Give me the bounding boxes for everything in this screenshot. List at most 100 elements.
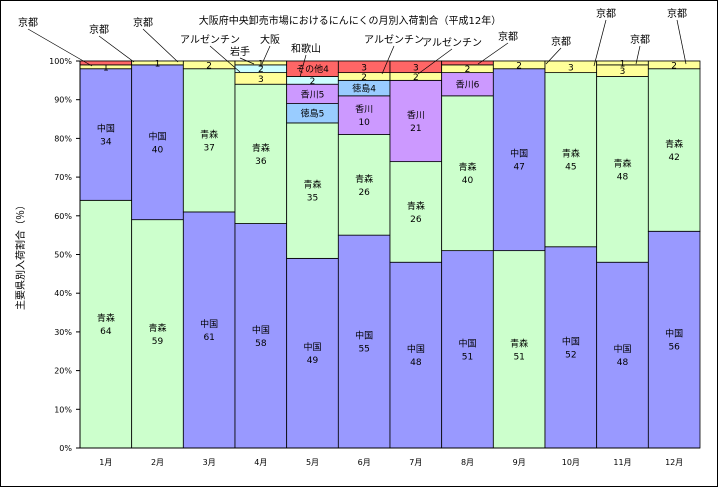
annotation-label: アルゼンチン	[422, 37, 482, 49]
bar-segment	[337, 95, 391, 135]
segment-label: 香川	[407, 110, 425, 121]
segment-value: 64	[100, 327, 112, 337]
annotation-label: アルゼンチン	[180, 34, 240, 46]
annotation-label: アルゼンチン	[364, 34, 424, 46]
segment-label: 青森	[407, 200, 425, 212]
bar-segment	[596, 76, 649, 263]
y-tick-label: 10%	[54, 405, 72, 414]
segment-value: 2	[516, 61, 522, 71]
segment-value: 40	[152, 145, 164, 155]
segment-label: 中国	[252, 324, 270, 336]
segment-value: 1	[103, 63, 109, 73]
bar-segment	[182, 68, 236, 213]
bar-segment	[647, 230, 701, 449]
x-tick-label: 9月	[513, 458, 526, 467]
bar-segment	[441, 250, 494, 449]
segment-value: 2	[413, 73, 419, 83]
annotation-label: 京都	[596, 7, 616, 20]
annotation-leader-line	[417, 48, 453, 75]
segment-label: 青森	[200, 128, 218, 140]
segment-label: 青森	[97, 312, 115, 324]
segment-label: 徳島4	[352, 83, 376, 95]
segment-value: 47	[513, 163, 524, 173]
bar-segment	[79, 60, 133, 66]
segment-value: 40	[462, 176, 474, 186]
annotation-leader-line	[545, 47, 562, 65]
segment-label: 香川6	[456, 80, 480, 91]
annotation-leader-line	[98, 35, 135, 63]
y-tick-label: 90%	[54, 96, 72, 105]
bar-segment	[286, 257, 339, 449]
x-tick-label: 3月	[203, 458, 216, 467]
x-tick-label: 1月	[99, 458, 112, 467]
segment-label: 中国	[303, 341, 321, 353]
x-tick-label: 2月	[151, 458, 164, 467]
segment-value: 48	[617, 358, 629, 368]
segment-value: 51	[462, 352, 473, 362]
bar-segment	[389, 261, 443, 449]
segment-value: 2	[310, 77, 316, 87]
annotation-label: 和歌山	[291, 42, 321, 55]
segment-label: 中国	[562, 335, 580, 347]
bar-segment	[337, 134, 391, 236]
bar-segment	[441, 60, 494, 66]
segment-label: 中国	[97, 123, 115, 135]
annotation-label: 京都	[630, 33, 650, 46]
bar-segment	[389, 161, 443, 263]
bar-segment	[182, 211, 236, 449]
segment-label: 青森	[562, 148, 580, 160]
x-tick-label: 10月	[562, 458, 580, 467]
x-tick-label: 11月	[613, 458, 631, 467]
bar-segment	[441, 95, 494, 252]
annotation-leader-line	[593, 19, 607, 67]
annotation-leader-line	[239, 57, 255, 65]
segment-value: 21	[410, 124, 421, 134]
segment-value: 37	[203, 143, 214, 153]
segment-value: 26	[358, 188, 370, 198]
annotation-label: 京都	[89, 23, 109, 36]
segment-label: 香川5	[301, 89, 325, 100]
segment-value: 1	[258, 59, 264, 69]
segment-label: 青森	[303, 179, 321, 191]
x-tick-label: 12月	[665, 458, 683, 467]
bars: 青森64中国341青森59中国401中国61青森372中国58青森36321中国…	[79, 59, 701, 449]
segment-label: 中国	[200, 318, 218, 330]
segment-value: 3	[361, 63, 367, 73]
y-tick-label: 50%	[54, 251, 72, 260]
annotation-label: 岩手	[230, 45, 250, 58]
bar-segment	[596, 261, 649, 449]
segment-label: 青森	[458, 161, 476, 173]
annotation-leader-line	[27, 28, 93, 67]
bar-segment	[286, 122, 339, 259]
x-tick-label: 7月	[409, 458, 422, 467]
segment-label: 中国	[458, 337, 476, 349]
segment-label: その他4	[296, 63, 329, 75]
bar-segment	[544, 72, 598, 248]
y-tick-label: 80%	[54, 134, 72, 143]
segment-value: 34	[100, 138, 112, 148]
annotation-leader-line	[381, 45, 395, 75]
segment-value: 3	[258, 75, 264, 85]
segment-value: 10	[358, 118, 370, 128]
segment-value: 35	[307, 194, 318, 204]
segment-label: 青森	[355, 173, 373, 185]
y-tick-label: 30%	[54, 328, 72, 337]
annotation-leader-line	[261, 45, 271, 65]
annotation-label: 大阪	[260, 33, 280, 46]
segment-label: 中国	[665, 328, 683, 340]
y-tick-label: 70%	[54, 173, 72, 182]
segment-value: 1	[155, 59, 161, 69]
bar-segment	[647, 68, 701, 232]
y-tick-label: 0%	[59, 444, 72, 453]
bar-segment	[337, 234, 391, 449]
segment-label: 青森	[613, 157, 631, 169]
segment-value: 2	[206, 61, 212, 71]
annotation-label: 京都	[133, 16, 153, 29]
segment-value: 55	[358, 345, 369, 355]
annotation-label: 京都	[667, 7, 687, 20]
annotation-leader-line	[209, 45, 241, 73]
segment-label: 青森	[510, 337, 528, 349]
bar-segment	[79, 199, 133, 449]
